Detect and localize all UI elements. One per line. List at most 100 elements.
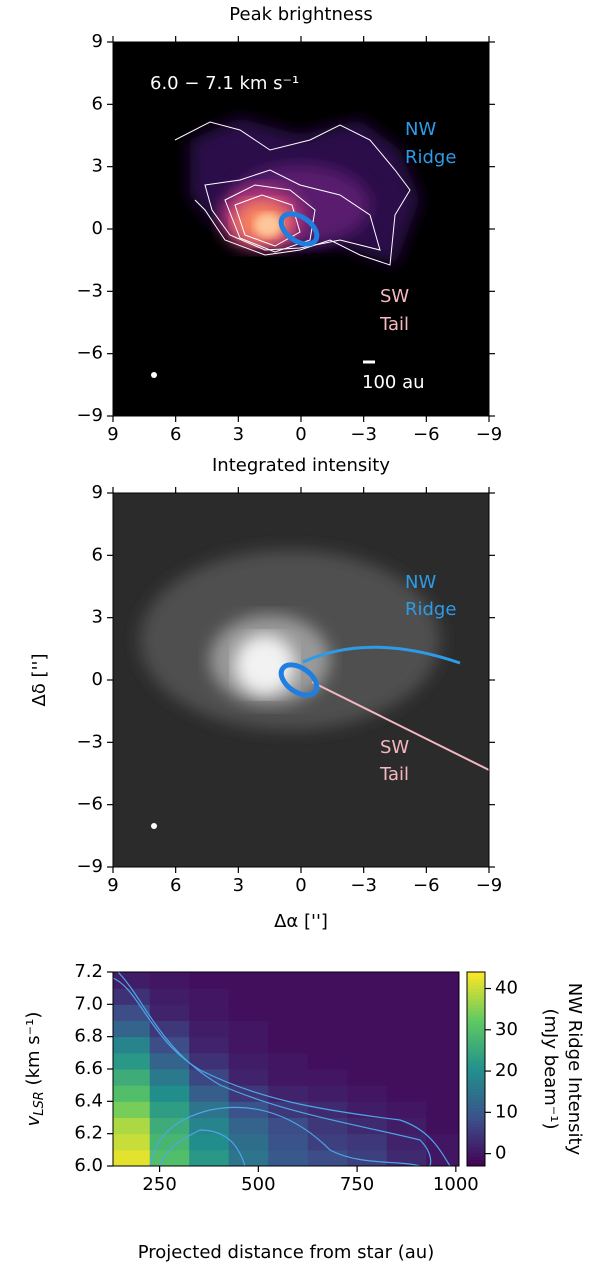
heat-cell (268, 988, 309, 1005)
heat-cell (149, 1052, 190, 1070)
nw-label: Ridge (405, 599, 456, 620)
heat-cell (149, 1085, 190, 1102)
y-tick-label: 7.0 (74, 993, 103, 1014)
colorbar-step (467, 1081, 485, 1086)
y-tick-label: 6 (92, 93, 103, 114)
colorbar-step (467, 1043, 485, 1047)
colorbar-step (467, 972, 485, 976)
colorbar-step (467, 1046, 485, 1051)
heat-cell (228, 988, 269, 1005)
heat-cell (386, 1052, 427, 1070)
heat-cell (307, 1004, 348, 1021)
y-tick-label: 6.8 (74, 1026, 103, 1047)
heat-cell (228, 1052, 269, 1070)
nw-label: NW (405, 572, 436, 593)
colorbar-step (467, 1094, 485, 1099)
intensity-image (112, 492, 490, 868)
heat-cell (149, 972, 190, 989)
heat-cell (386, 1133, 427, 1151)
heat-cell (189, 972, 230, 989)
colorbar-tick-label: 0 (495, 1143, 506, 1164)
heat-cell (268, 1117, 309, 1135)
heat-cell (386, 1069, 427, 1086)
heat-cell (347, 1133, 388, 1151)
x-tick-label: 0 (295, 424, 306, 445)
colorbar-step (467, 1153, 485, 1157)
heat-cell (228, 1149, 269, 1166)
heat-cell (189, 1085, 230, 1102)
colorbar-step (467, 1065, 485, 1070)
heat-cell (386, 1020, 427, 1038)
heat-cell (426, 1004, 459, 1021)
colorbar-step (467, 1136, 485, 1141)
heat-cell (113, 1020, 151, 1038)
heat-cell (189, 1117, 230, 1135)
heat-cell (228, 1133, 269, 1151)
heat-cell (268, 1052, 309, 1070)
heat-cell (347, 1052, 388, 1070)
x-tick-label: −3 (350, 875, 377, 896)
heat-cell (149, 1149, 190, 1166)
colorbar-step (467, 1014, 485, 1018)
colorbar-step (467, 1140, 485, 1144)
scalebar-label: 100 au (362, 372, 425, 393)
x-tick-label: 1000 (433, 1174, 479, 1195)
heat-cell (268, 1004, 309, 1021)
heat-cell (426, 1101, 459, 1118)
heat-cell (228, 1020, 269, 1038)
heat-cell (268, 1149, 309, 1166)
heat-cell (307, 1036, 348, 1054)
colorbar-step (467, 1030, 485, 1034)
x-tick-label: −9 (476, 875, 503, 896)
colorbar-step (467, 1123, 485, 1128)
heat-cell (386, 1004, 427, 1021)
y-tick-label: 6.4 (74, 1090, 103, 1111)
heat-cell (149, 1069, 190, 1086)
y-tick-label: −3 (76, 731, 103, 752)
heat-cell (189, 1004, 230, 1021)
heat-cell (228, 1004, 269, 1021)
colorbar (467, 972, 485, 1167)
heat-cell (228, 1085, 269, 1102)
heat-cell (426, 1085, 459, 1102)
colorbar-step (467, 997, 485, 1002)
heat-cell (307, 1069, 348, 1086)
colorbar-tick-label: 30 (495, 1019, 518, 1040)
heat-cell (149, 1004, 190, 1021)
heat-cell (307, 1052, 348, 1070)
colorbar-step (467, 1117, 485, 1122)
heat-cell (113, 1052, 151, 1070)
panel-title: Peak brightness (229, 4, 372, 25)
heat-cell (268, 1101, 309, 1118)
sw-label: Tail (379, 764, 409, 785)
colorbar-step (467, 975, 485, 979)
colorbar-step (467, 1020, 485, 1025)
colorbar-step (467, 1085, 485, 1089)
y-tick-label: 0 (92, 218, 103, 239)
heat-cell (307, 1117, 348, 1135)
heat-cell (149, 988, 190, 1005)
y-tick-label: 9 (92, 482, 103, 503)
colorbar-step (467, 1088, 485, 1093)
colorbar-step (467, 1007, 485, 1012)
heat-cell (307, 1085, 348, 1102)
x-tick-label: 750 (340, 1174, 374, 1195)
x-axis-label: Projected distance from star (au) (138, 1242, 434, 1263)
heat-cell (347, 1117, 388, 1135)
colorbar-step (467, 1010, 485, 1015)
heat-cell (307, 1149, 348, 1166)
x-tick-label: 250 (142, 1174, 176, 1195)
colorbar-step (467, 991, 485, 996)
heat-cell (307, 1020, 348, 1038)
heat-cell (113, 1149, 151, 1166)
x-tick-label: −9 (476, 424, 503, 445)
heat-cell (189, 1020, 230, 1038)
y-tick-label: 6.0 (74, 1155, 103, 1176)
colorbar-step (467, 1120, 485, 1125)
x-axis-label: Δα [''] (274, 911, 328, 932)
colorbar-label: NW Ridge Intensity (564, 983, 585, 1156)
y-tick-label: −6 (76, 794, 103, 815)
colorbar-step (467, 1049, 485, 1054)
colorbar-step (467, 1017, 485, 1021)
